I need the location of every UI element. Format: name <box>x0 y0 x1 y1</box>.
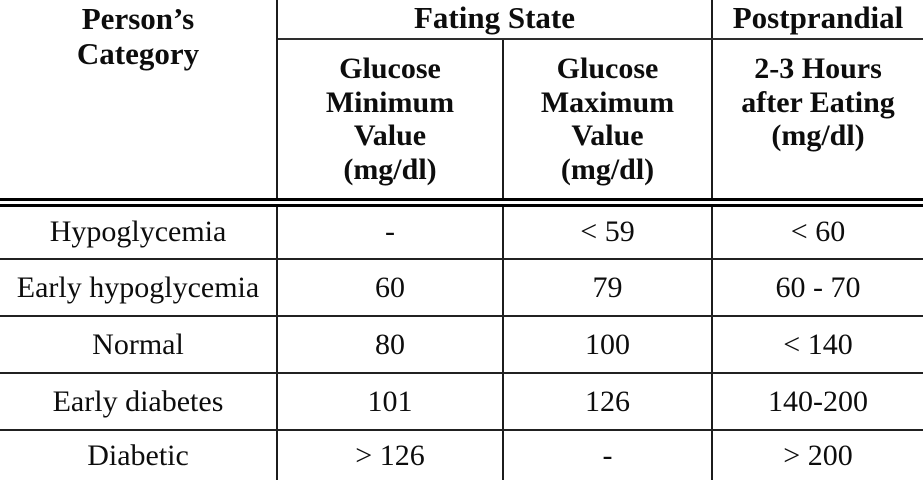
cell-postprandial: < 140 <box>712 316 923 374</box>
table-row-early-hypoglycemia: Early hypoglycemia 60 79 60 - 70 <box>0 259 923 317</box>
cell-glucose-min: > 126 <box>277 430 504 480</box>
table-header: Person’s Category Fating State Postprand… <box>0 0 923 207</box>
header-fating-state: Fating State <box>277 0 714 40</box>
cell-category: Normal <box>0 316 278 374</box>
header-glucose-maximum-value: Glucose Maximum Value (mg/dl) <box>503 39 714 207</box>
table-row-hypoglycemia: Hypoglycemia - < 59 < 60 <box>0 202 923 260</box>
cell-category: Hypoglycemia <box>0 202 278 260</box>
cell-glucose-max: 126 <box>503 373 714 431</box>
cell-glucose-min: 101 <box>277 373 504 431</box>
table-body: Hypoglycemia - < 59 < 60 Early hypoglyce… <box>0 202 923 480</box>
cell-glucose-max: - <box>503 430 714 480</box>
cell-glucose-max: < 59 <box>503 202 714 260</box>
header-row-top: Person’s Category Fating State Postprand… <box>0 0 923 207</box>
header-row-sub: Glucose Minimum Value (mg/dl) Glucose Ma… <box>0 39 923 207</box>
cell-postprandial: 140-200 <box>712 373 923 431</box>
cell-glucose-max: 100 <box>503 316 714 374</box>
header-glucose-minimum-value: Glucose Minimum Value (mg/dl) <box>277 39 504 207</box>
cell-glucose-min: 80 <box>277 316 504 374</box>
table-row-diabetic: Diabetic > 126 - > 200 <box>0 430 923 480</box>
header-persons-category: Person’s Category <box>0 0 278 207</box>
cell-glucose-min: 60 <box>277 259 504 317</box>
table-row-early-diabetes: Early diabetes 101 126 140-200 <box>0 373 923 431</box>
cell-category: Diabetic <box>0 430 278 480</box>
header-postprandial: Postprandial <box>712 0 923 40</box>
cell-glucose-min: - <box>277 202 504 260</box>
cell-postprandial: 60 - 70 <box>712 259 923 317</box>
cell-glucose-max: 79 <box>503 259 714 317</box>
cell-postprandial: < 60 <box>712 202 923 260</box>
header-postprandial-hours: 2-3 Hours after Eating (mg/dl) <box>712 39 923 207</box>
cell-category: Early diabetes <box>0 373 278 431</box>
table-row-normal: Normal 80 100 < 140 <box>0 316 923 374</box>
cell-category: Early hypoglycemia <box>0 259 278 317</box>
cell-postprandial: > 200 <box>783 438 853 472</box>
